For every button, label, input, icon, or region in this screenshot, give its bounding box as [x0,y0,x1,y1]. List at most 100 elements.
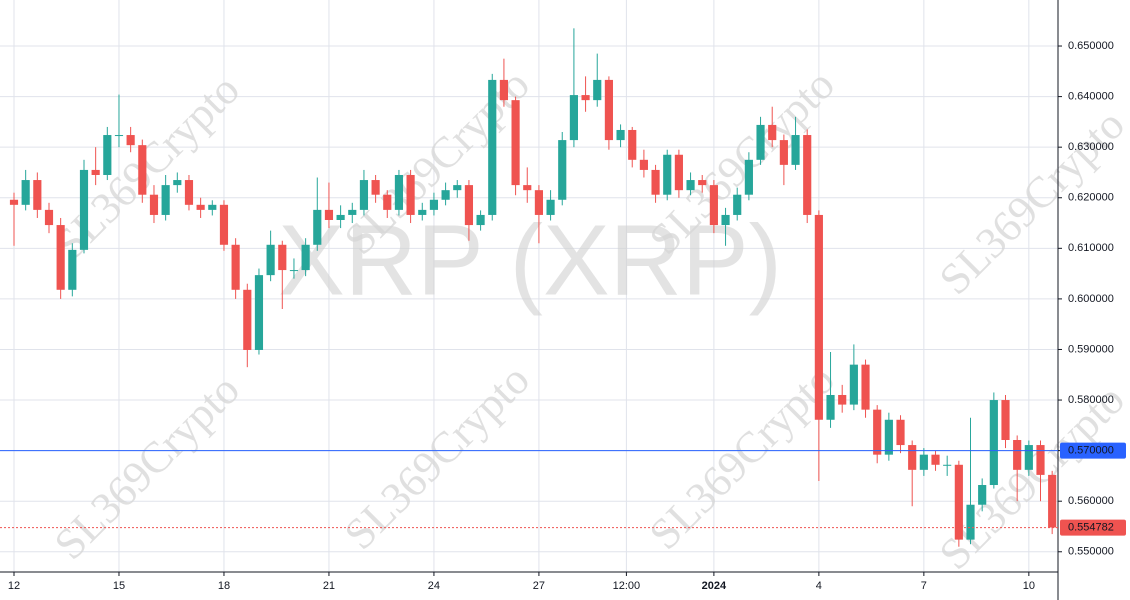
candle-body [744,159,753,195]
candle-body [476,214,485,226]
candle-body [628,129,637,160]
candle-body [91,169,100,175]
candle-body [21,180,30,205]
candle-body [418,209,427,215]
candle-body [429,199,439,210]
x-tick-label: 12:00 [613,580,641,592]
candle-body [313,209,322,245]
x-tick-label: 15 [113,580,125,592]
candle-body [79,169,89,250]
candle-body [1048,474,1057,528]
candle-body [768,124,777,141]
candle-body [919,454,928,470]
candle-body [686,180,695,191]
candle-body [56,225,65,290]
candle-body [441,190,450,200]
candle-body [978,485,987,505]
candle-body [161,185,170,215]
candle-body [558,140,567,200]
candle-body [966,504,975,540]
candle-body [464,185,474,226]
x-tick-label: 4 [816,580,822,592]
candle-body [896,419,905,446]
candle-body [406,174,415,215]
candle-body [196,204,205,210]
watermark-title: XRP (XRP) [278,204,782,316]
candle-body [33,180,42,210]
x-tick-label: 12 [8,580,20,592]
y-tick-label: 0.650000 [1068,40,1114,52]
price-label-box [1060,442,1126,459]
candle-body [943,464,952,466]
candle-body [908,445,917,470]
candle-body [954,464,963,540]
y-tick-label: 0.580000 [1068,394,1114,406]
candle-body [674,154,683,191]
candle-body [184,180,194,205]
candle-body [68,249,77,290]
candle-body [348,209,357,215]
candle-body [149,194,159,215]
candle-body [114,135,124,137]
candle-body [663,154,672,195]
candle-body [523,185,532,191]
candle-body [546,199,555,215]
candle-body [1024,445,1033,470]
x-tick-label: 2024 [702,580,727,592]
candle-body [651,169,660,195]
x-tick-label: 7 [921,580,927,592]
y-tick-label: 0.550000 [1068,546,1114,558]
candle-body [488,79,497,215]
x-tick-label: 10 [1023,580,1035,592]
candle-body [208,204,217,210]
candle-body [278,244,287,271]
candle-body [756,124,765,160]
y-tick-label: 0.610000 [1068,242,1114,254]
candle-body [1001,400,1010,440]
candle-body [639,159,648,170]
candle-body [371,180,380,195]
candle-body [359,180,369,210]
candle-body [324,209,334,220]
y-tick-label: 0.620000 [1068,192,1114,204]
candle-body [709,185,718,226]
candle-body [453,185,462,191]
candle-body [849,364,858,405]
candle-body [616,129,625,141]
candle-body [593,79,602,101]
candle-body [733,194,742,215]
x-tick-label: 24 [428,580,440,592]
y-tick-label: 0.600000 [1068,293,1114,305]
price-label: 0.554782 [1068,521,1114,533]
x-tick-label: 21 [323,580,335,592]
y-tick-label: 0.590000 [1068,343,1114,355]
candle-body [44,209,54,226]
candle-body [394,174,404,210]
candle-body [219,204,229,245]
candle-body [231,244,240,290]
candles [9,28,1057,547]
candle-body [604,79,613,141]
candle-body [581,95,590,101]
candle-body [126,135,135,146]
candle-body [873,409,882,455]
candle-body [814,214,823,420]
candle-body [534,190,543,215]
x-tick-label: 18 [218,580,230,592]
candle-body [803,135,812,215]
candle-body [301,244,310,271]
candle-body [884,419,893,455]
candle-body [289,270,299,272]
candle-body [103,135,112,175]
candle-body [9,199,19,205]
candle-body [254,275,264,350]
candle-body [779,140,788,165]
x-tick-label: 27 [533,580,545,592]
candle-body [989,400,998,486]
y-tick-label: 0.560000 [1068,495,1114,507]
candle-body [826,394,835,420]
candle-body [511,100,520,186]
candle-body [721,214,730,226]
candle-body [791,135,800,165]
